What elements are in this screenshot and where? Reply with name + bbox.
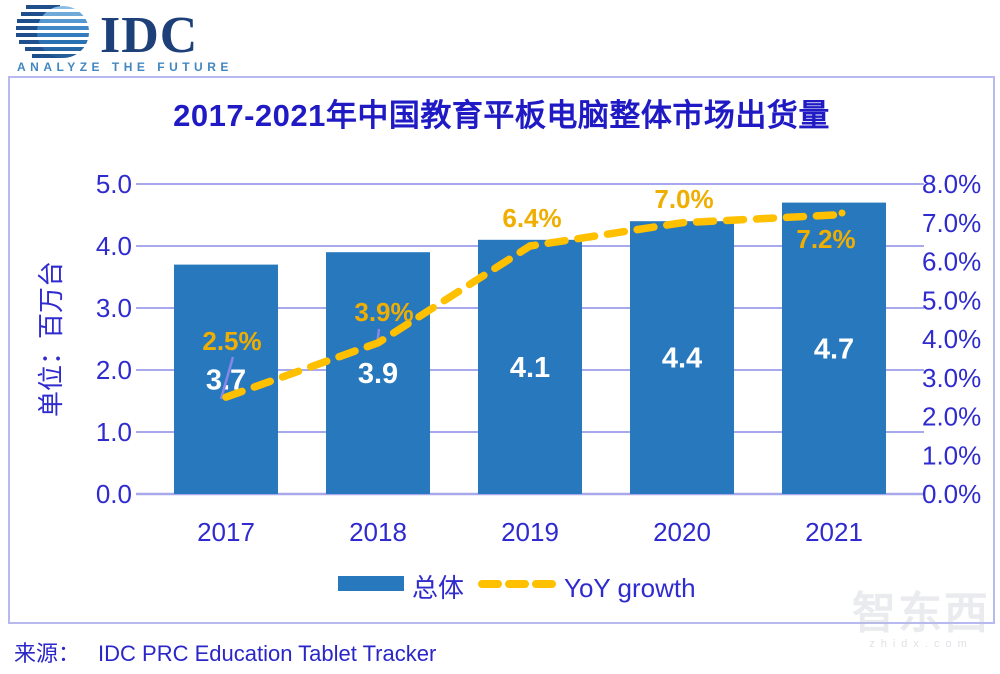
source-line: 来源： IDC PRC Education Tablet Tracker bbox=[14, 636, 436, 668]
watermark-logo: 智东西 bbox=[852, 589, 990, 638]
idc-tagline: ANALYZE THE FUTURE bbox=[17, 60, 233, 74]
idc-logo: IDC ANALYZE THE FUTURE bbox=[16, 2, 276, 74]
idc-globe-icon bbox=[16, 5, 89, 58]
chart-frame bbox=[8, 76, 995, 624]
source-text: IDC PRC Education Tablet Tracker bbox=[98, 641, 437, 666]
source-prefix: 来源： bbox=[14, 641, 81, 666]
idc-brand-text: IDC bbox=[100, 7, 198, 64]
watermark-url: zhidx.com bbox=[869, 638, 973, 650]
chart-title: 2017-2021年中国教育平板电脑整体市场出货量 bbox=[173, 98, 830, 133]
watermark: 智东西 zhidx.com bbox=[846, 589, 996, 651]
